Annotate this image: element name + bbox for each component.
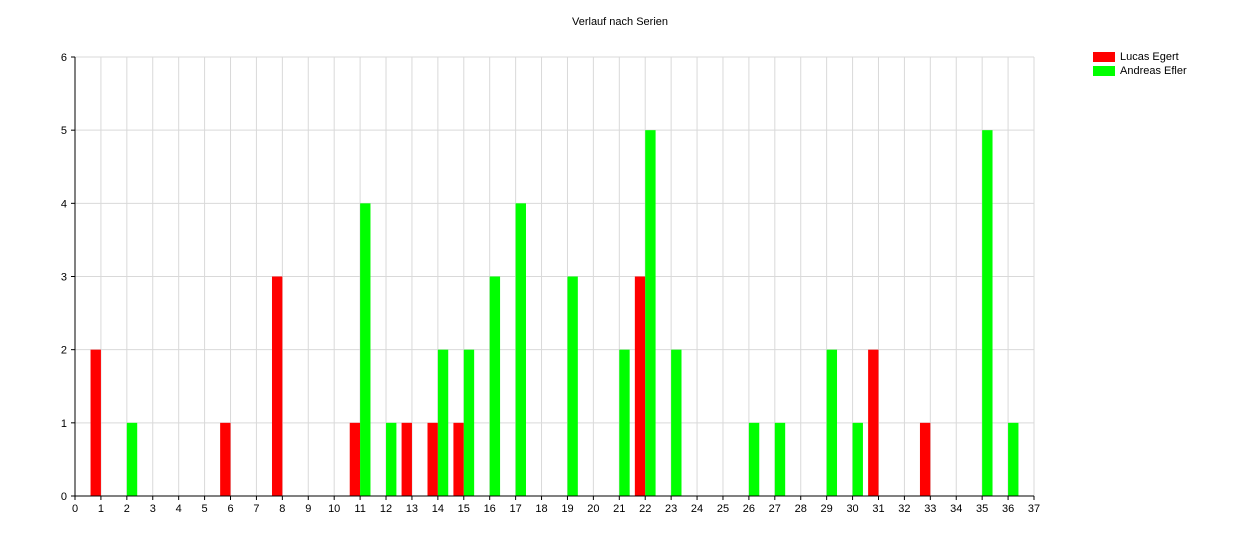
x-tick-label: 24 <box>691 503 703 515</box>
bar <box>489 276 501 496</box>
x-tick-label: 1 <box>98 503 104 515</box>
bar <box>220 422 231 496</box>
x-tick-label: 8 <box>279 503 285 515</box>
x-tick-label: 15 <box>458 503 470 515</box>
bar <box>126 422 138 496</box>
bar <box>360 203 371 497</box>
y-tick-label: 2 <box>61 345 67 357</box>
bar <box>427 422 438 496</box>
x-tick-label: 33 <box>924 503 936 515</box>
x-tick-label: 5 <box>202 503 208 515</box>
x-tick-label: 27 <box>769 503 781 515</box>
bar <box>634 276 646 496</box>
bar <box>774 422 786 496</box>
x-tick-label: 7 <box>253 503 259 515</box>
bar <box>453 422 464 496</box>
x-tick-label: 20 <box>587 503 599 515</box>
x-tick-label: 26 <box>743 503 755 515</box>
x-tick-label: 25 <box>717 503 729 515</box>
x-tick-label: 31 <box>872 503 884 515</box>
bar <box>401 422 412 496</box>
y-tick-label: 5 <box>61 125 67 137</box>
bar <box>982 130 993 496</box>
x-tick-label: 12 <box>380 503 392 515</box>
x-tick-label: 17 <box>509 503 521 515</box>
bar <box>826 349 838 496</box>
bar <box>671 349 682 496</box>
bar <box>349 422 361 496</box>
y-tick-label: 1 <box>61 418 67 430</box>
x-tick-label: 29 <box>821 503 833 515</box>
bar <box>463 349 475 496</box>
legend-label: Lucas Egert <box>1120 51 1179 63</box>
x-tick-label: 2 <box>124 503 130 515</box>
x-tick-label: 21 <box>613 503 625 515</box>
x-tick-label: 11 <box>354 503 365 515</box>
x-tick-label: 22 <box>639 503 651 515</box>
bar <box>868 349 879 496</box>
x-tick-label: 6 <box>227 503 233 515</box>
bar <box>852 422 863 496</box>
bar <box>748 422 760 496</box>
x-tick-label: 4 <box>176 503 182 515</box>
x-tick-label: 34 <box>950 503 962 515</box>
legend-item-andreas-efler: Andreas Efler <box>1093 64 1187 78</box>
x-tick-label: 13 <box>406 503 418 515</box>
legend-swatch-red <box>1093 52 1115 62</box>
bar <box>567 276 578 496</box>
bar <box>90 349 101 496</box>
x-tick-label: 10 <box>328 503 340 515</box>
x-tick-label: 32 <box>898 503 910 515</box>
bar <box>271 276 283 496</box>
x-tick-label: 14 <box>432 503 444 515</box>
x-tick-label: 18 <box>535 503 547 515</box>
bar <box>645 130 656 496</box>
x-tick-label: 19 <box>561 503 573 515</box>
y-tick-label: 3 <box>61 272 67 284</box>
bar <box>919 422 931 496</box>
x-tick-label: 16 <box>484 503 496 515</box>
x-tick-label: 35 <box>976 503 988 515</box>
chart-title: Verlauf nach Serien <box>571 16 668 28</box>
x-tick-label: 37 <box>1028 503 1040 515</box>
y-tick-label: 4 <box>61 198 67 210</box>
x-tick-label: 28 <box>795 503 807 515</box>
y-tick-label: 0 <box>61 491 67 503</box>
bar <box>386 422 397 496</box>
x-tick-label: 36 <box>1002 503 1014 515</box>
legend-label: Andreas Efler <box>1120 65 1187 77</box>
x-tick-label: 30 <box>846 503 858 515</box>
legend-item-lucas-egert: Lucas Egert <box>1093 50 1187 64</box>
x-tick-label: 23 <box>665 503 677 515</box>
legend-swatch-green <box>1093 66 1115 76</box>
x-tick-label: 9 <box>305 503 311 515</box>
x-tick-label: 3 <box>150 503 156 515</box>
legend: Lucas Egert Andreas Efler <box>1093 50 1187 78</box>
bar <box>515 203 526 497</box>
bar <box>1008 422 1019 496</box>
bar <box>619 349 630 496</box>
x-tick-label: 0 <box>72 503 78 515</box>
y-tick-label: 6 <box>61 52 67 64</box>
bar <box>437 349 449 496</box>
